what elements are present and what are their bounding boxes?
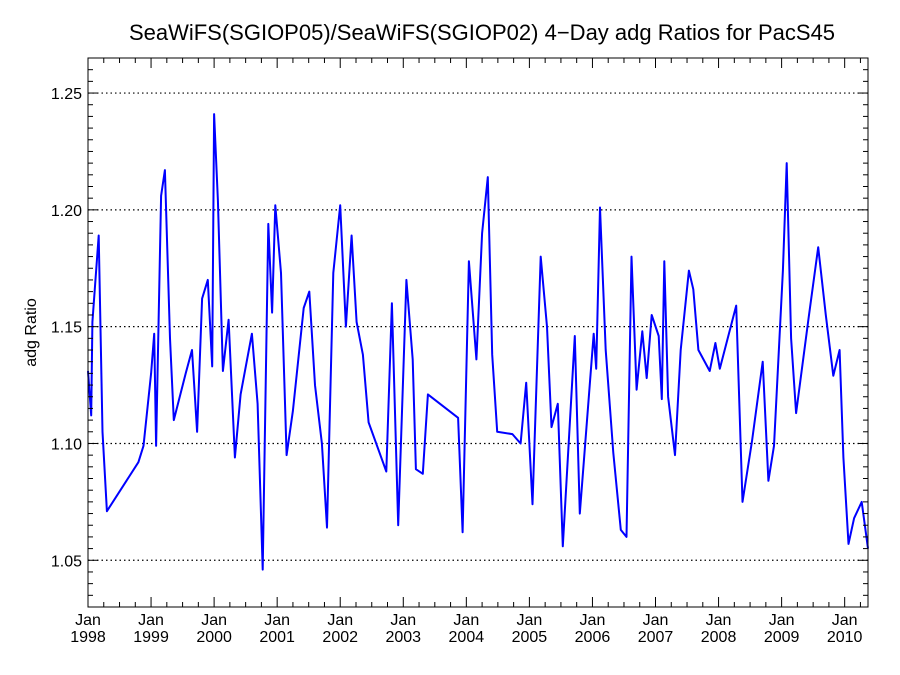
x-tick-month-label: Jan bbox=[327, 612, 353, 629]
x-tick-month-label: Jan bbox=[706, 612, 732, 629]
x-tick-month-label: Jan bbox=[264, 612, 290, 629]
y-axis-label: adg Ratio bbox=[23, 298, 40, 367]
x-tick-month-label: Jan bbox=[643, 612, 669, 629]
y-tick-label: 1.15 bbox=[51, 320, 82, 337]
y-tick-label: 1.05 bbox=[51, 553, 82, 570]
y-tick-label: 1.20 bbox=[51, 203, 82, 220]
x-tick-year-label: 1998 bbox=[70, 629, 106, 646]
x-tick-year-label: 2003 bbox=[385, 629, 421, 646]
plot-frame bbox=[87, 57, 869, 608]
x-tick-month-label: Jan bbox=[138, 612, 164, 629]
x-tick-year-label: 2004 bbox=[449, 629, 485, 646]
x-tick-year-label: 1999 bbox=[133, 629, 169, 646]
series-layer bbox=[87, 113, 869, 571]
x-tick-month-label: Jan bbox=[769, 612, 795, 629]
x-tick-year-label: 2005 bbox=[512, 629, 548, 646]
x-tick-month-label: Jan bbox=[390, 612, 416, 629]
x-tick-month-label: Jan bbox=[75, 612, 101, 629]
x-axis: Jan1998Jan1999Jan2000Jan2001Jan2002Jan20… bbox=[70, 58, 863, 646]
x-tick-year-label: 2006 bbox=[575, 629, 611, 646]
x-tick-year-label: 2001 bbox=[259, 629, 295, 646]
chart-title: SeaWiFS(SGIOP05)/SeaWiFS(SGIOP02) 4−Day … bbox=[129, 20, 835, 45]
y-axis: 1.05 1.10 1.15 1.20 1.25 bbox=[51, 57, 868, 596]
x-tick-month-label: Jan bbox=[201, 612, 227, 629]
y-tick-label: 1.10 bbox=[51, 436, 82, 453]
x-tick-month-label: Jan bbox=[832, 612, 858, 629]
x-tick-year-label: 2007 bbox=[638, 629, 674, 646]
x-tick-month-label: Jan bbox=[453, 612, 479, 629]
x-tick-month-label: Jan bbox=[580, 612, 606, 629]
y-tick-label: 1.25 bbox=[51, 86, 82, 103]
series-line bbox=[87, 113, 869, 571]
x-tick-month-label: Jan bbox=[516, 612, 542, 629]
x-tick-year-label: 2009 bbox=[764, 629, 800, 646]
x-tick-year-label: 2000 bbox=[196, 629, 232, 646]
x-tick-year-label: 2010 bbox=[827, 629, 863, 646]
x-tick-year-label: 2008 bbox=[701, 629, 737, 646]
x-tick-year-label: 2002 bbox=[322, 629, 358, 646]
